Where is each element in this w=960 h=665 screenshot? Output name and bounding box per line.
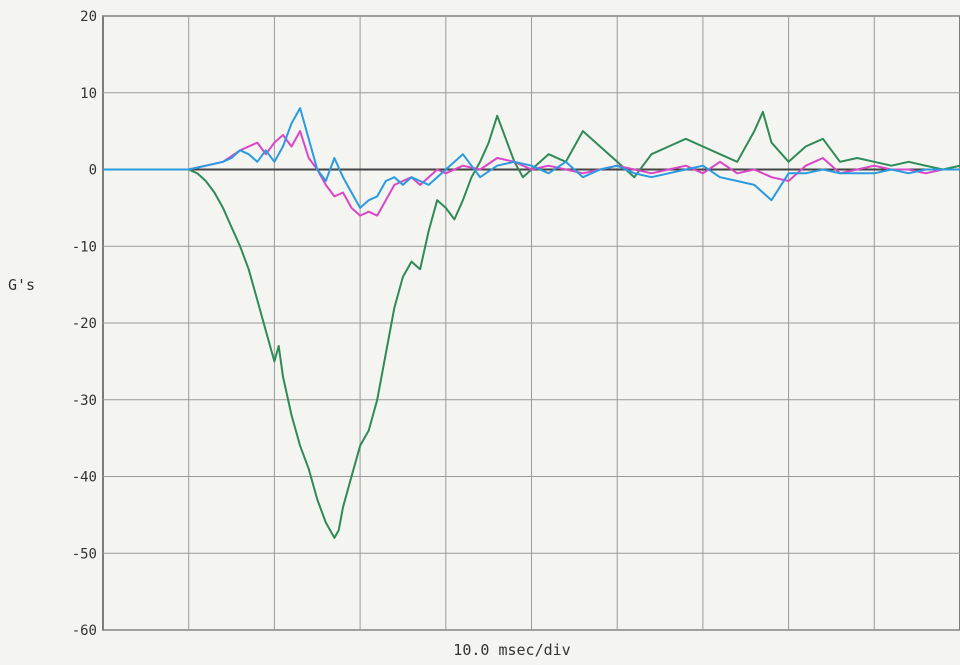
y-tick-labels: 20 10 0 -10 -20 -30 -40 -50 -60 bbox=[72, 9, 97, 639]
grid bbox=[103, 16, 960, 630]
y-tick-label: 0 bbox=[89, 163, 97, 179]
y-tick-label: -20 bbox=[72, 316, 97, 332]
y-tick-label: -60 bbox=[72, 623, 97, 639]
y-tick-label: 20 bbox=[80, 9, 97, 25]
y-tick-label: 10 bbox=[80, 86, 97, 102]
y-tick-label: -10 bbox=[72, 239, 97, 255]
y-axis-label: G's bbox=[8, 276, 35, 294]
y-tick-label: -40 bbox=[72, 470, 97, 486]
y-tick-label: -30 bbox=[72, 393, 97, 409]
y-tick-label: -50 bbox=[72, 546, 97, 562]
x-axis-label: 10.0 msec/div bbox=[453, 641, 570, 659]
